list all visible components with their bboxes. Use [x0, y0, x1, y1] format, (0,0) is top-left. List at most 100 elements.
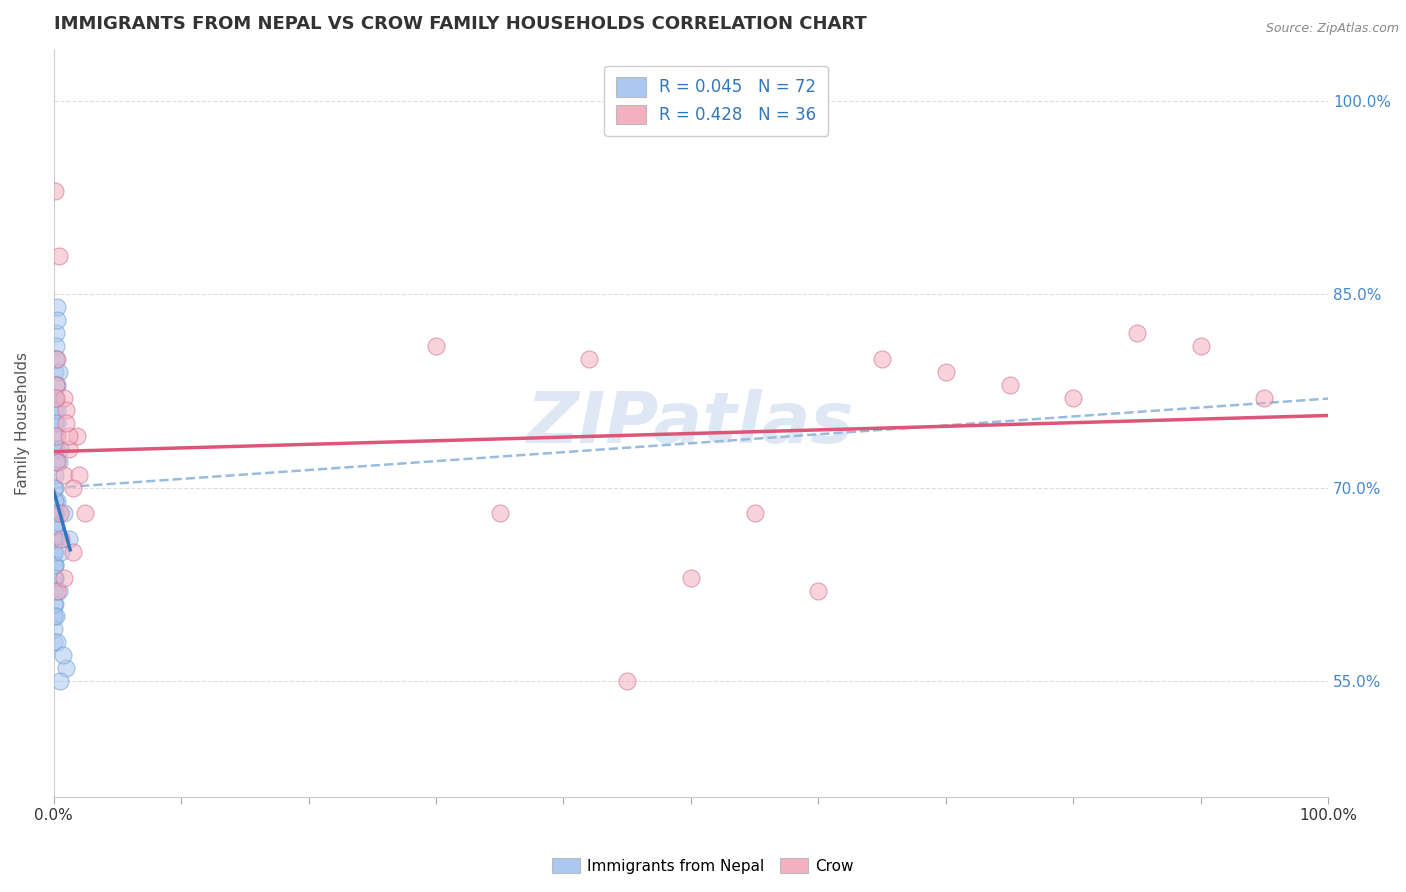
Point	[44, 519, 66, 533]
Point	[44, 365, 66, 379]
Point	[42, 583, 65, 598]
Point	[42, 532, 65, 546]
Point	[44, 558, 66, 572]
Point	[44, 403, 66, 417]
Point	[48, 583, 70, 598]
Point	[44, 571, 66, 585]
Point	[42, 532, 65, 546]
Point	[45, 391, 67, 405]
Point	[48, 365, 70, 379]
Text: Source: ZipAtlas.com: Source: ZipAtlas.com	[1265, 22, 1399, 36]
Point	[679, 571, 702, 585]
Point	[935, 365, 957, 379]
Point	[44, 545, 66, 559]
Point	[52, 507, 75, 521]
Point	[45, 532, 67, 546]
Point	[42, 635, 65, 649]
Point	[45, 532, 67, 546]
Point	[46, 301, 69, 315]
Point	[44, 403, 66, 417]
Point	[44, 571, 66, 585]
Point	[42, 481, 65, 495]
Point	[52, 391, 75, 405]
Legend: Immigrants from Nepal, Crow: Immigrants from Nepal, Crow	[547, 852, 859, 880]
Point	[46, 493, 69, 508]
Point	[1062, 391, 1084, 405]
Point	[44, 545, 66, 559]
Point	[45, 339, 67, 353]
Point	[55, 661, 77, 675]
Point	[52, 467, 75, 482]
Point	[45, 377, 67, 392]
Point	[45, 442, 67, 456]
Point	[44, 493, 66, 508]
Point	[46, 351, 69, 366]
Point	[870, 351, 893, 366]
Point	[65, 429, 87, 443]
Point	[44, 519, 66, 533]
Point	[1189, 339, 1212, 353]
Point	[44, 416, 66, 430]
Point	[52, 571, 75, 585]
Point	[44, 609, 66, 624]
Point	[44, 609, 66, 624]
Point	[44, 391, 66, 405]
Point	[49, 442, 72, 456]
Point	[45, 455, 67, 469]
Point	[46, 377, 69, 392]
Point	[48, 455, 70, 469]
Point	[807, 583, 830, 598]
Point	[744, 507, 766, 521]
Point	[49, 673, 72, 688]
Point	[44, 558, 66, 572]
Point	[42, 583, 65, 598]
Point	[44, 507, 66, 521]
Point	[62, 545, 84, 559]
Point	[44, 455, 66, 469]
Point	[51, 545, 73, 559]
Point	[42, 597, 65, 611]
Point	[44, 558, 66, 572]
Point	[45, 609, 67, 624]
Point	[44, 442, 66, 456]
Point	[44, 507, 66, 521]
Point	[45, 326, 67, 340]
Point	[44, 391, 66, 405]
Point	[75, 507, 97, 521]
Point	[48, 249, 70, 263]
Point	[55, 416, 77, 430]
Point	[45, 351, 67, 366]
Point	[44, 597, 66, 611]
Point	[46, 429, 69, 443]
Point	[1253, 391, 1275, 405]
Point	[44, 416, 66, 430]
Point	[49, 507, 72, 521]
Point	[488, 507, 510, 521]
Point	[578, 351, 600, 366]
Point	[44, 532, 66, 546]
Point	[44, 429, 66, 443]
Point	[44, 351, 66, 366]
Text: ZIPatlas: ZIPatlas	[527, 389, 855, 458]
Point	[44, 377, 66, 392]
Point	[44, 545, 66, 559]
Point	[45, 313, 67, 327]
Point	[58, 442, 80, 456]
Point	[616, 673, 638, 688]
Point	[55, 403, 77, 417]
Point	[998, 377, 1021, 392]
Point	[51, 532, 73, 546]
Point	[425, 339, 447, 353]
Legend: R = 0.045   N = 72, R = 0.428   N = 36: R = 0.045 N = 72, R = 0.428 N = 36	[605, 66, 828, 136]
Point	[44, 481, 66, 495]
Point	[42, 519, 65, 533]
Point	[44, 493, 66, 508]
Point	[42, 622, 65, 636]
Point	[62, 481, 84, 495]
Point	[44, 507, 66, 521]
Point	[44, 391, 66, 405]
Point	[58, 429, 80, 443]
Y-axis label: Family Households: Family Households	[15, 351, 30, 495]
Point	[46, 455, 69, 469]
Point	[67, 467, 90, 482]
